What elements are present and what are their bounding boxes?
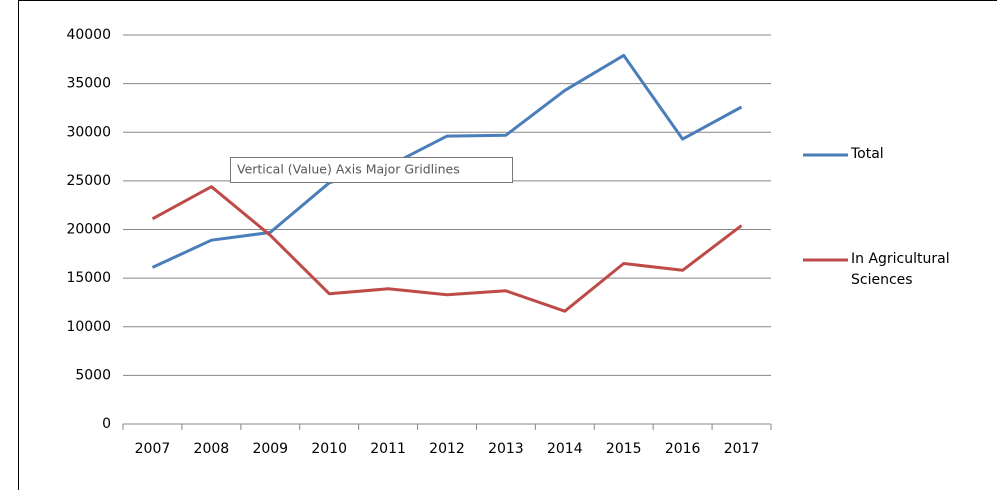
y-tick-label: 5000: [75, 367, 111, 383]
series-line: [151, 53, 743, 269]
tooltip-text: Vertical (Value) Axis Major Gridlines: [237, 162, 460, 177]
series-line: [151, 185, 743, 313]
legend-label: Total: [851, 146, 884, 162]
x-tick-label: 2010: [311, 441, 347, 457]
legend-entry: Total: [851, 146, 884, 162]
x-tick-label: 2008: [194, 441, 230, 457]
x-tick-label: 2017: [724, 441, 760, 457]
x-tick-label: 2009: [252, 441, 288, 457]
x-tick-label: 2014: [547, 441, 583, 457]
x-tick-label: 2016: [665, 441, 701, 457]
tooltip-box: [230, 157, 513, 183]
y-tick-label: 15000: [66, 270, 111, 286]
legend-label: In Agricultural Sciences: [851, 251, 950, 288]
x-tick-label: 2011: [370, 441, 406, 457]
x-tick-label: 2015: [606, 441, 642, 457]
y-tick-label: 30000: [66, 124, 111, 140]
y-tick-label: 0: [102, 416, 111, 432]
x-tick-label: 2012: [429, 441, 465, 457]
y-tick-label: 40000: [66, 27, 111, 43]
x-tick-label: 2013: [488, 441, 524, 457]
y-tick-label: 20000: [66, 222, 111, 238]
y-tick-label: 25000: [66, 173, 111, 189]
y-tick-label: 10000: [66, 319, 111, 335]
y-tick-label: 35000: [66, 76, 111, 92]
legend-entry: In Agricultural Sciences: [851, 251, 950, 288]
chart-frame: [18, 0, 997, 490]
x-tick-label: 2007: [135, 441, 171, 457]
